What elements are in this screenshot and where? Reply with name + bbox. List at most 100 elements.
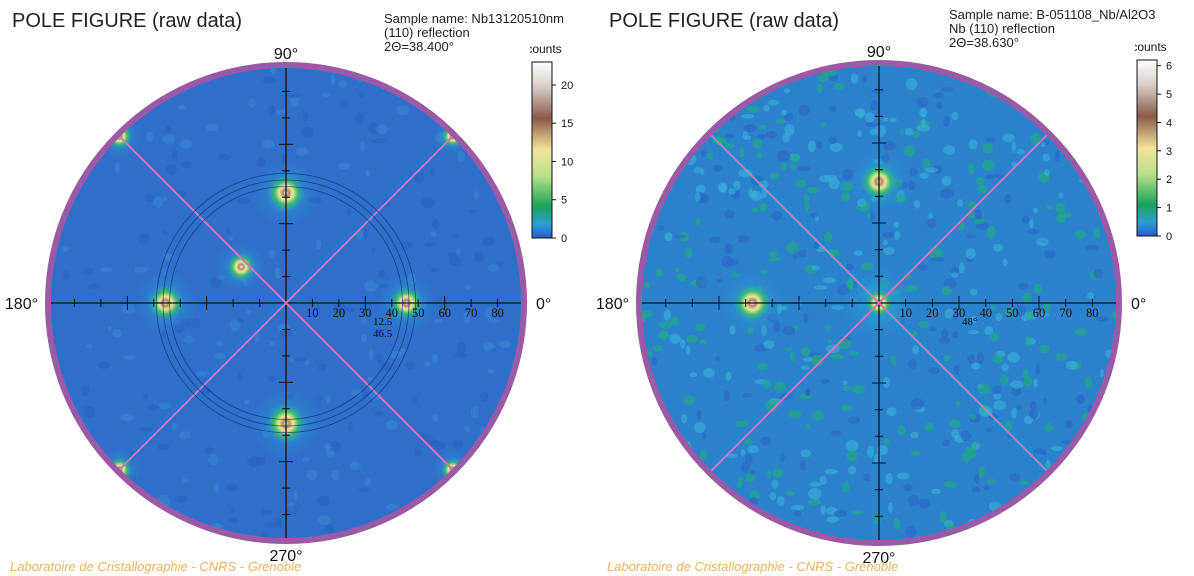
texture-speck [699, 168, 705, 176]
texture-speck [670, 316, 680, 326]
texture-speck [709, 236, 721, 243]
chart-title: POLE FIGURE (raw data) [609, 10, 840, 32]
texture-speck [883, 247, 895, 255]
texture-speck [447, 252, 457, 258]
texture-speck [936, 101, 943, 110]
texture-speck [373, 411, 384, 417]
texture-speck [368, 348, 374, 361]
texture-speck [863, 473, 871, 482]
texture-speck [338, 79, 348, 89]
texture-speck [738, 168, 753, 178]
texture-speck [857, 130, 863, 137]
texture-speck [295, 357, 307, 362]
texture-speck [811, 265, 820, 271]
colorbar-tick-label: 6 [1166, 61, 1172, 73]
texture-speck [971, 487, 981, 493]
texture-speck [808, 487, 822, 500]
texture-speck [951, 111, 959, 121]
texture-speck [1061, 440, 1074, 445]
texture-speck [1076, 394, 1085, 405]
texture-speck [1037, 312, 1050, 317]
texture-speck [989, 332, 1000, 342]
texture-speck [1022, 368, 1029, 378]
texture-speck [956, 199, 964, 208]
texture-speck [693, 167, 701, 174]
texture-speck [970, 316, 977, 324]
texture-speck [123, 355, 137, 360]
texture-speck [769, 172, 780, 179]
texture-speck [769, 492, 777, 501]
texture-speck [742, 393, 752, 398]
texture-speck [1007, 352, 1020, 363]
texture-speck [706, 152, 714, 160]
texture-speck [928, 367, 940, 375]
texture-speck [805, 387, 811, 397]
texture-speck [969, 288, 978, 296]
texture-speck [389, 350, 403, 359]
texture-speck [987, 479, 997, 484]
texture-speck [927, 218, 937, 229]
texture-speck [965, 447, 974, 452]
texture-speck [846, 449, 858, 462]
texture-speck [828, 136, 837, 144]
texture-speck [820, 378, 830, 384]
azimuth-label: 180° [597, 296, 629, 313]
texture-speck [820, 505, 826, 515]
colorbar-scale [1136, 59, 1158, 237]
texture-speck [1087, 292, 1095, 299]
texture-speck [752, 139, 763, 149]
texture-speck [967, 330, 980, 335]
texture-speck [787, 410, 802, 418]
texture-speck [800, 347, 811, 356]
texture-speck [1055, 202, 1066, 214]
texture-speck [254, 332, 260, 343]
texture-speck [966, 234, 977, 239]
texture-speck [701, 193, 709, 204]
texture-speck [702, 432, 707, 440]
texture-speck [663, 309, 671, 321]
texture-speck [331, 469, 340, 481]
texture-speck [922, 158, 931, 171]
texture-speck [1033, 207, 1039, 214]
texture-speck [984, 326, 994, 336]
texture-speck [848, 466, 857, 475]
texture-speck [226, 483, 238, 492]
texture-speck [703, 367, 715, 378]
texture-speck [1010, 380, 1024, 389]
texture-speck [1043, 302, 1051, 313]
texture-speck [316, 495, 330, 507]
texture-speck [1011, 386, 1022, 396]
texture-speck [1096, 316, 1109, 322]
texture-speck [1029, 408, 1039, 420]
azimuth-label: 90° [274, 46, 298, 63]
texture-speck [349, 461, 361, 471]
texture-speck [847, 416, 861, 424]
texture-speck [740, 448, 746, 456]
texture-speck [776, 118, 786, 124]
texture-speck [701, 150, 706, 157]
texture-speck [903, 145, 915, 157]
azimuth-label: 180° [5, 296, 38, 313]
texture-speck [1075, 328, 1088, 336]
radial-tick-label: 80 [491, 306, 504, 320]
texture-speck [809, 481, 822, 487]
texture-speck [910, 398, 924, 410]
texture-speck [992, 243, 1004, 252]
texture-speck [899, 128, 905, 136]
diagonal-line [117, 134, 455, 472]
texture-speck [685, 335, 698, 344]
texture-speck [933, 92, 945, 99]
texture-speck [816, 141, 823, 149]
texture-speck [1033, 378, 1038, 388]
texture-speck [236, 197, 251, 204]
texture-speck [797, 166, 811, 172]
texture-speck [958, 262, 965, 274]
radial-tick-label: 30 [953, 306, 966, 320]
texture-speck [1065, 420, 1073, 429]
texture-speck [851, 510, 864, 515]
texture-speck [883, 140, 897, 151]
texture-speck [684, 247, 692, 258]
texture-speck [465, 284, 471, 290]
texture-speck [766, 257, 781, 262]
texture-speck [138, 232, 150, 245]
